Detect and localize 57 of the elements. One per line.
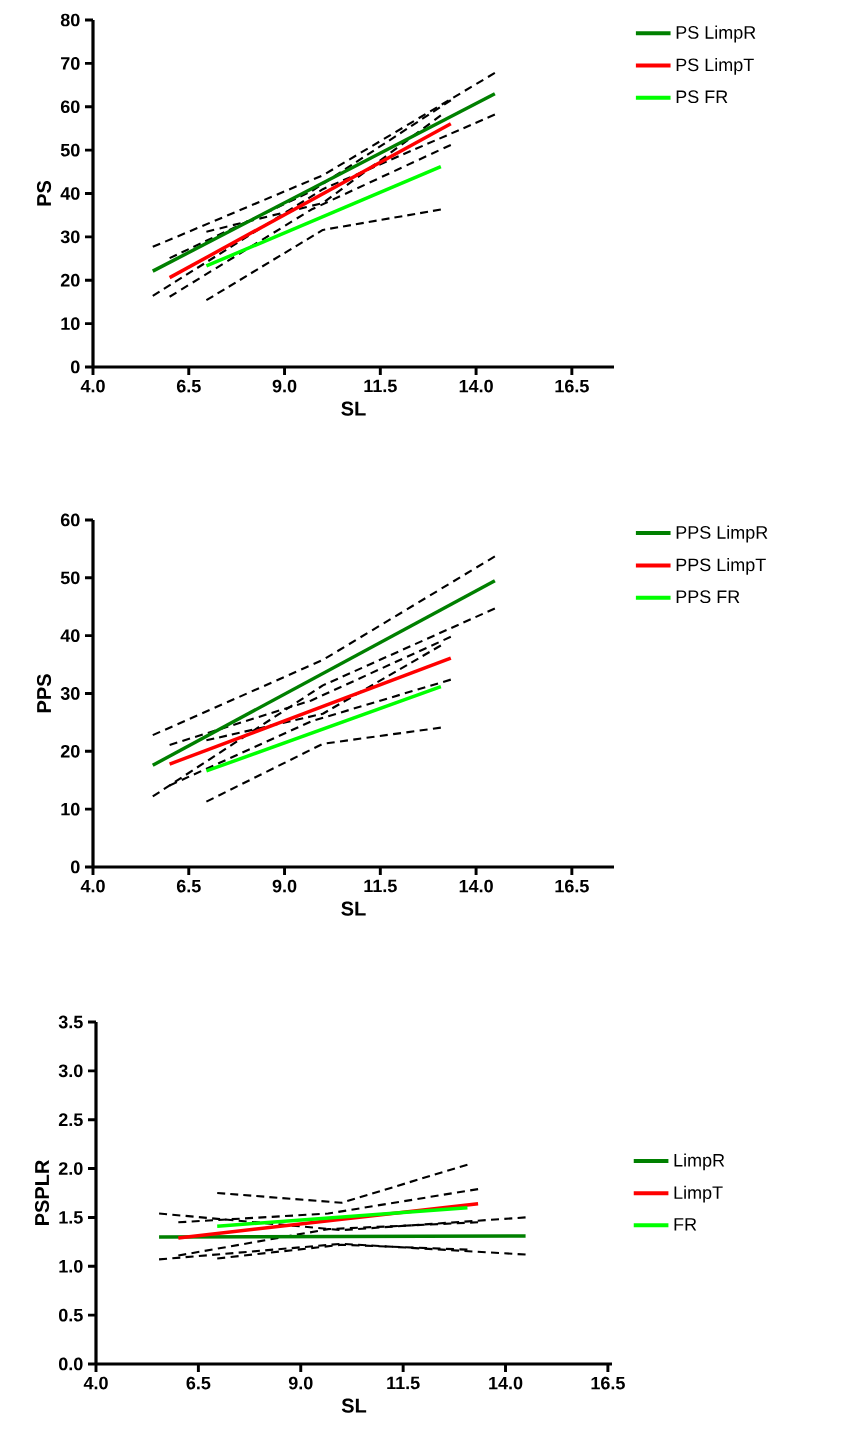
legend-label: LimpR — [674, 1153, 725, 1171]
x-tick-label: 4.0 — [80, 379, 105, 393]
y-tick-label: 0.5 — [58, 1308, 83, 1322]
y-tick-label: 1.0 — [59, 1259, 83, 1273]
y-axis-title: PPS — [36, 674, 52, 713]
y-tick-label: 60 — [60, 100, 80, 114]
x-tick-label: 14.0 — [489, 1376, 523, 1390]
y-tick-label: 30 — [60, 230, 80, 244]
y-tick-label: 1.5 — [59, 1211, 83, 1224]
y-tick-label: 20 — [60, 273, 80, 287]
legend-label: PPS LimpR — [676, 525, 768, 543]
x-tick-label: 9.0 — [272, 379, 297, 393]
x-tick-label: 4.0 — [83, 1376, 108, 1390]
y-tick-label: 50 — [60, 143, 80, 157]
y-tick-label: 0 — [70, 360, 80, 374]
x-tick-label: 6.5 — [176, 379, 201, 393]
x-tick-label: 9.0 — [272, 879, 297, 893]
x-tick-label: 11.5 — [364, 379, 397, 393]
x-axis-title: SL — [341, 401, 366, 416]
y-tick-label: 2.5 — [58, 1113, 83, 1127]
y-tick-label: 10 — [61, 802, 80, 816]
x-tick-label: 14.0 — [459, 879, 493, 893]
x-tick-label: 9.0 — [288, 1376, 313, 1390]
x-tick-label: 16.5 — [591, 1376, 625, 1390]
legend-label: PPS FR — [676, 590, 740, 604]
y-axis-title: PSPLR — [34, 1160, 50, 1225]
legend-label: LimpT — [674, 1185, 723, 1203]
legend-label: FR — [674, 1218, 697, 1231]
x-axis-title: SL — [341, 1398, 367, 1413]
y-tick-label: 3.5 — [58, 1015, 83, 1029]
x-tick-label: 6.5 — [186, 1376, 211, 1390]
y-tick-label: 20 — [60, 744, 80, 758]
legend-label: PS FR — [676, 90, 728, 104]
x-tick-label: 4.0 — [80, 879, 105, 893]
x-tick-label: 16.5 — [555, 879, 589, 893]
y-tick-label: 40 — [60, 629, 80, 643]
y-tick-label: 2.0 — [58, 1162, 83, 1175]
x-axis-title: SL — [341, 901, 366, 916]
y-tick-label: 30 — [60, 687, 80, 700]
y-axis-title: PS — [36, 180, 52, 206]
x-tick-label: 16.5 — [555, 379, 589, 393]
y-tick-label: 40 — [60, 187, 80, 200]
x-tick-label: 14.0 — [459, 379, 493, 393]
y-tick-label: 70 — [61, 57, 80, 70]
y-tick-label: 80 — [60, 13, 80, 27]
legend-label: PS LimpT — [676, 57, 754, 75]
y-tick-label: 3.0 — [58, 1064, 83, 1078]
y-tick-label: 10 — [61, 317, 80, 330]
legend-label: PPS LimpT — [676, 557, 766, 575]
y-tick-label: 50 — [60, 571, 80, 585]
x-tick-label: 6.5 — [176, 879, 201, 893]
x-tick-label: 11.5 — [364, 879, 397, 893]
y-tick-label: 60 — [60, 513, 80, 527]
y-tick-label: 0 — [70, 860, 80, 874]
legend-label: PS LimpR — [676, 25, 756, 43]
y-tick-label: 0.0 — [58, 1357, 83, 1371]
x-tick-label: 11.5 — [387, 1376, 420, 1390]
